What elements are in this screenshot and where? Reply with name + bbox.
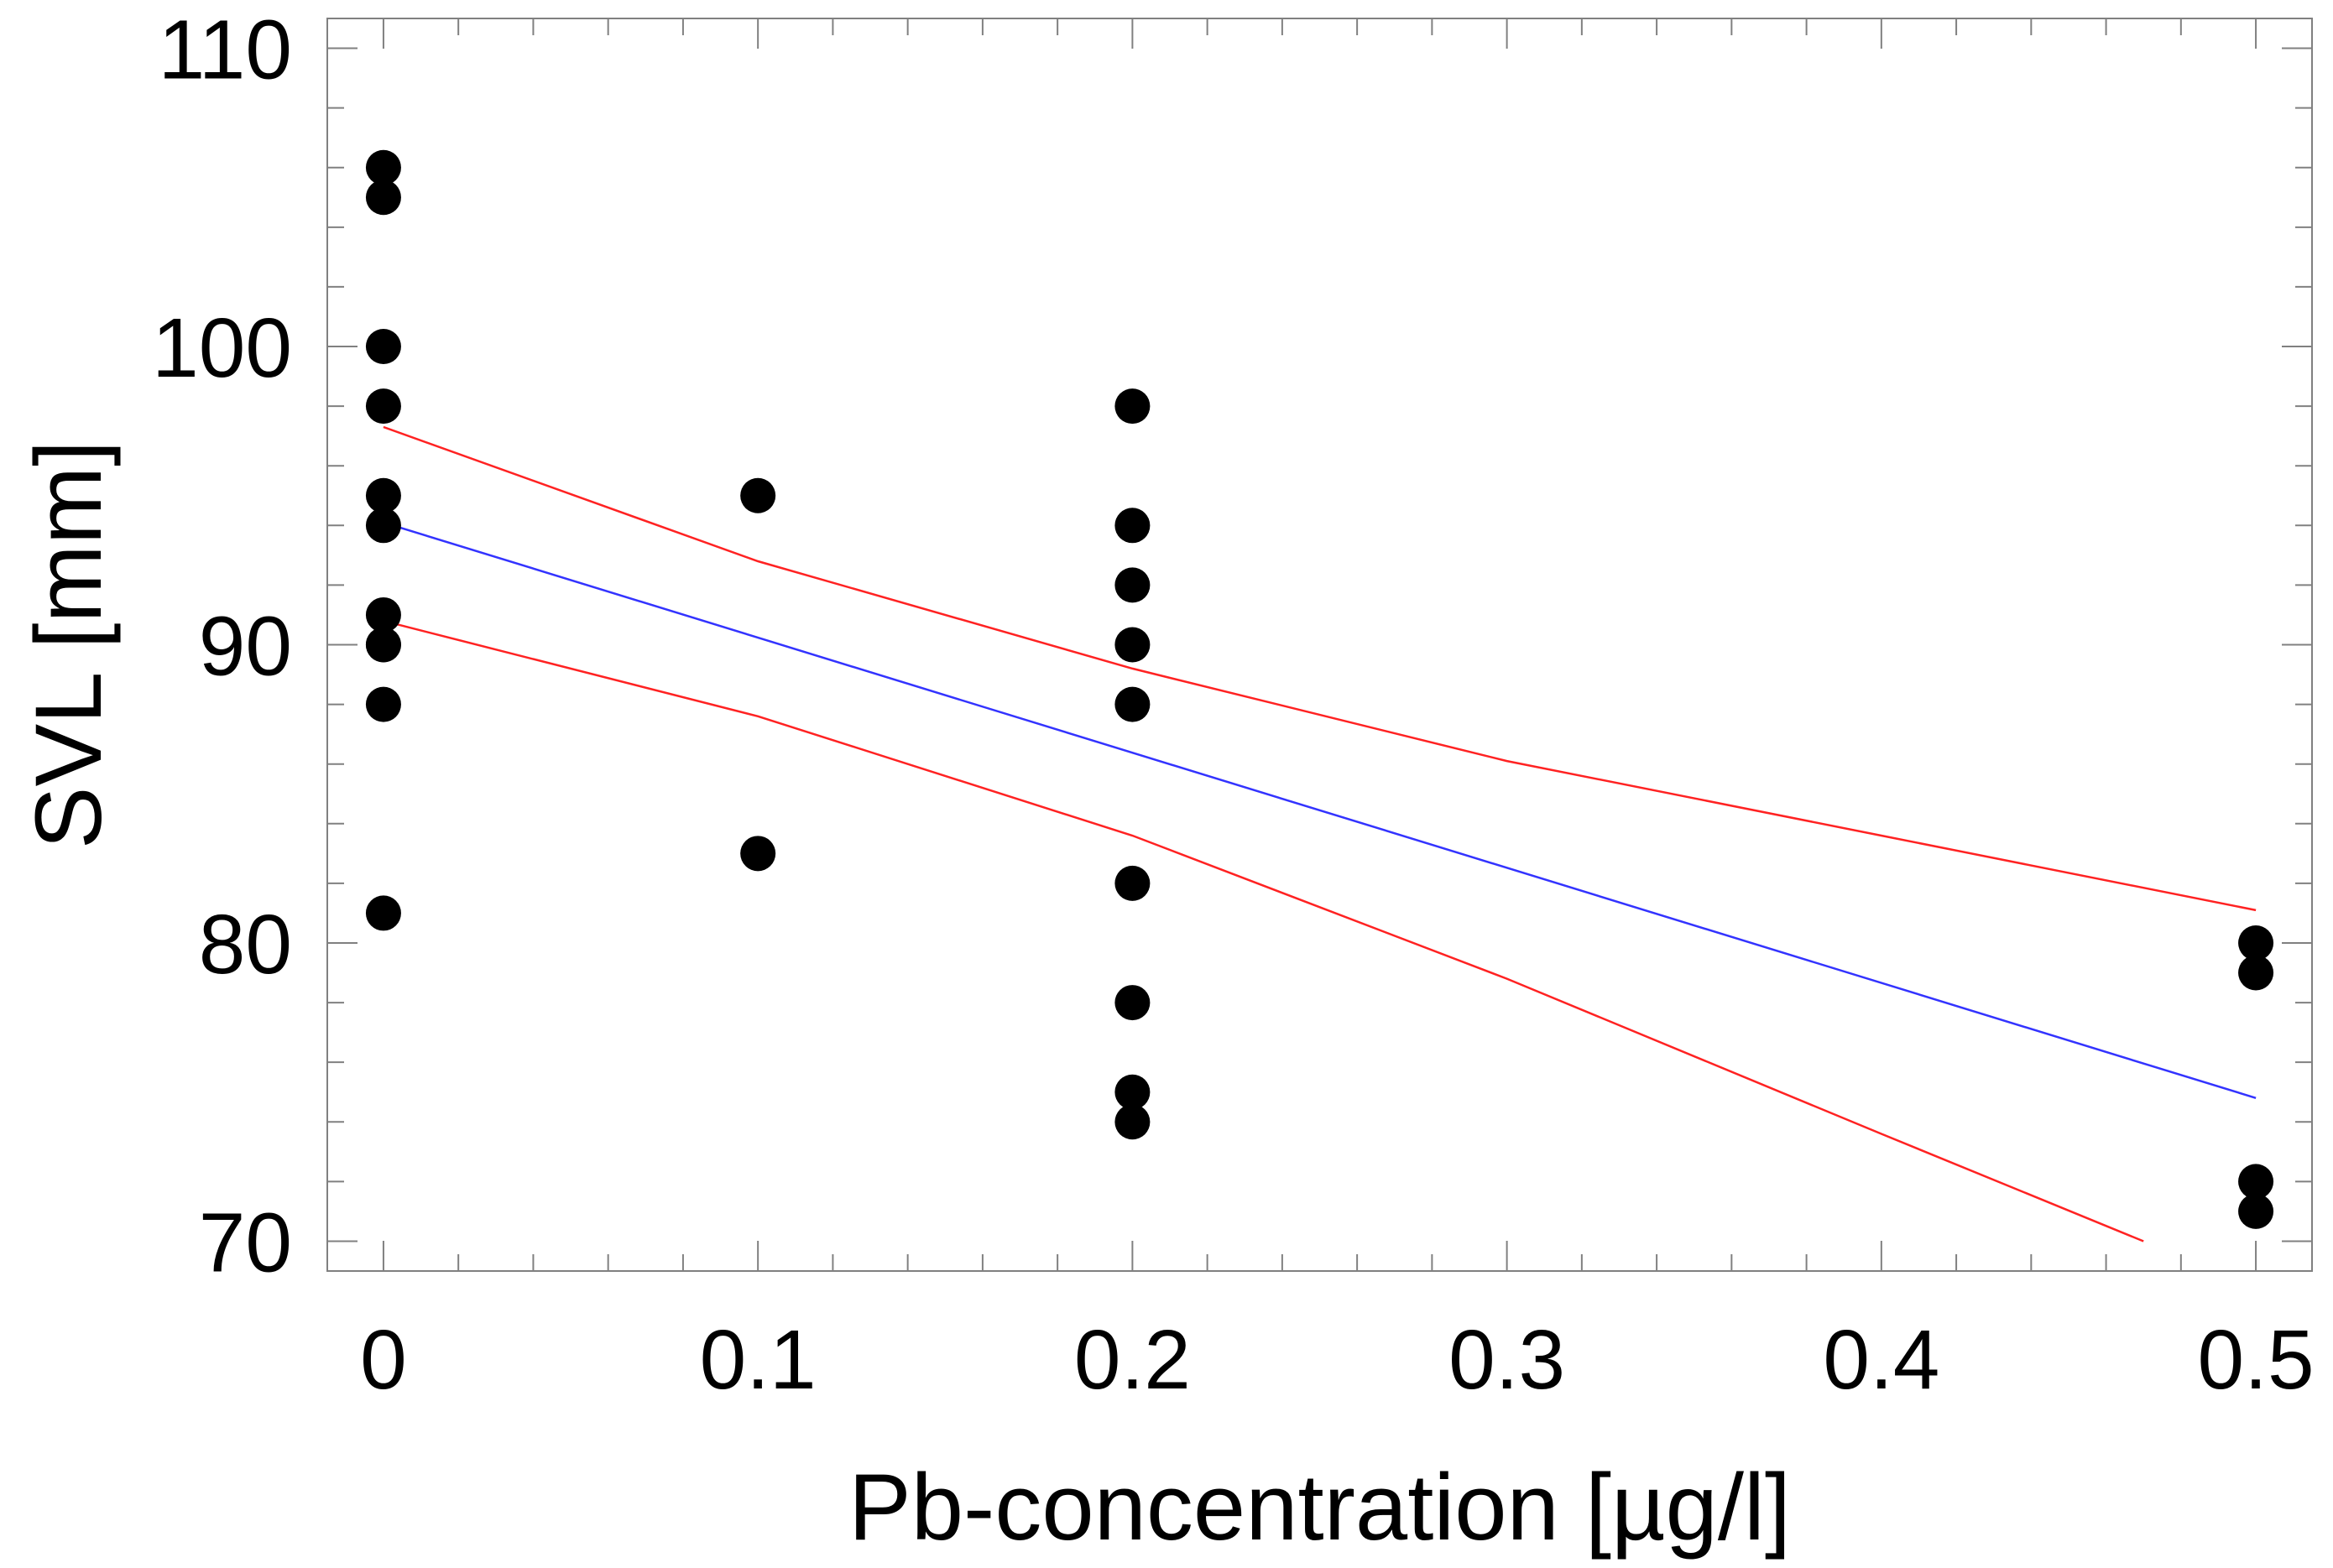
data-point <box>2238 1164 2274 1200</box>
data-point <box>1114 388 1151 425</box>
data-point <box>365 627 401 663</box>
plot-border <box>326 18 2313 1272</box>
y-tick-label: 100 <box>152 301 292 395</box>
x-tick-label: 0.5 <box>2198 1313 2315 1407</box>
data-point <box>740 477 776 513</box>
data-point <box>740 836 776 872</box>
y-tick-label: 80 <box>199 898 292 992</box>
data-point <box>365 686 401 722</box>
tick-labels: 0 0.1 0.2 0.3 0.4 0.5 70 80 90 100 110 <box>152 3 2314 1407</box>
y-tick-label: 90 <box>199 600 292 694</box>
x-tick-label: 0.3 <box>1448 1313 1565 1407</box>
y-axis-title: SVL [mm] <box>16 440 121 849</box>
x-tick-label: 0.4 <box>1823 1313 1939 1407</box>
data-point <box>2238 925 2274 961</box>
data-point <box>365 477 401 513</box>
data-point <box>2238 1193 2274 1229</box>
data-point <box>1114 1074 1151 1110</box>
y-tick-label: 70 <box>199 1196 292 1289</box>
data-point <box>1114 1104 1151 1140</box>
x-tick-label: 0.2 <box>1074 1313 1191 1407</box>
data-point <box>1114 508 1151 544</box>
data-point <box>1114 865 1151 901</box>
data-point <box>365 329 401 365</box>
axis-ticks <box>327 18 2312 1271</box>
data-point <box>365 596 401 633</box>
x-axis-title: Pb-concentration [µg/l] <box>848 1455 1791 1560</box>
data-point <box>1114 985 1151 1021</box>
y-tick-label: 110 <box>159 3 292 97</box>
data-point <box>2238 955 2274 991</box>
x-tick-label: 0 <box>360 1313 407 1407</box>
data-point <box>365 149 401 185</box>
upper-confidence-line <box>383 425 2257 912</box>
fit-lines <box>383 425 2257 1242</box>
data-point <box>1114 627 1151 663</box>
data-point <box>365 388 401 425</box>
x-tick-label: 0.1 <box>700 1313 817 1407</box>
lower-confidence-line <box>383 619 2144 1242</box>
data-point <box>1114 686 1151 722</box>
regression-line <box>383 521 2257 1099</box>
data-points <box>365 149 2274 1229</box>
data-point <box>1114 567 1151 603</box>
data-point <box>365 180 401 216</box>
data-point <box>365 508 401 544</box>
plot-frame <box>326 18 2313 1272</box>
data-point <box>365 895 401 931</box>
